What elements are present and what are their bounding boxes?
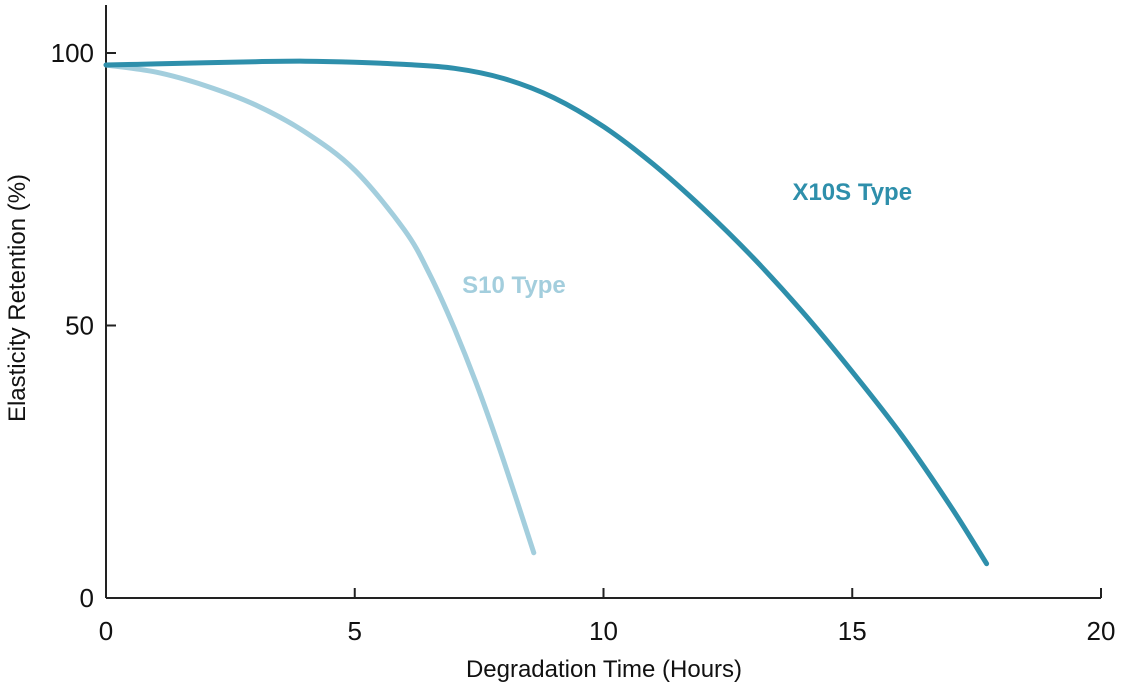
chart-series-labels: X10S Type S10 Type: [462, 179, 912, 299]
y-tick-label: 0: [80, 583, 94, 613]
x-tick-label: 5: [348, 616, 362, 646]
x-tick-label: 10: [589, 616, 618, 646]
chart-series: [103, 58, 990, 567]
series-label-s10: S10 Type: [462, 272, 566, 299]
x-axis-title: Degradation Time (Hours): [466, 656, 742, 683]
y-tick-label: 50: [65, 311, 94, 341]
y-axis-title: Elasticity Retention (%): [4, 174, 31, 422]
chart-ticks: 0 5 10 15 20 0 50 100: [51, 38, 1116, 646]
series-label-x10s: X10S Type: [792, 179, 912, 206]
x-tick-label: 20: [1087, 616, 1116, 646]
series-line-x10s: [103, 58, 990, 567]
series-line-s10: [103, 62, 537, 556]
x-tick-label: 0: [99, 616, 113, 646]
x-tick-label: 15: [838, 616, 867, 646]
y-tick-label: 100: [51, 38, 94, 68]
